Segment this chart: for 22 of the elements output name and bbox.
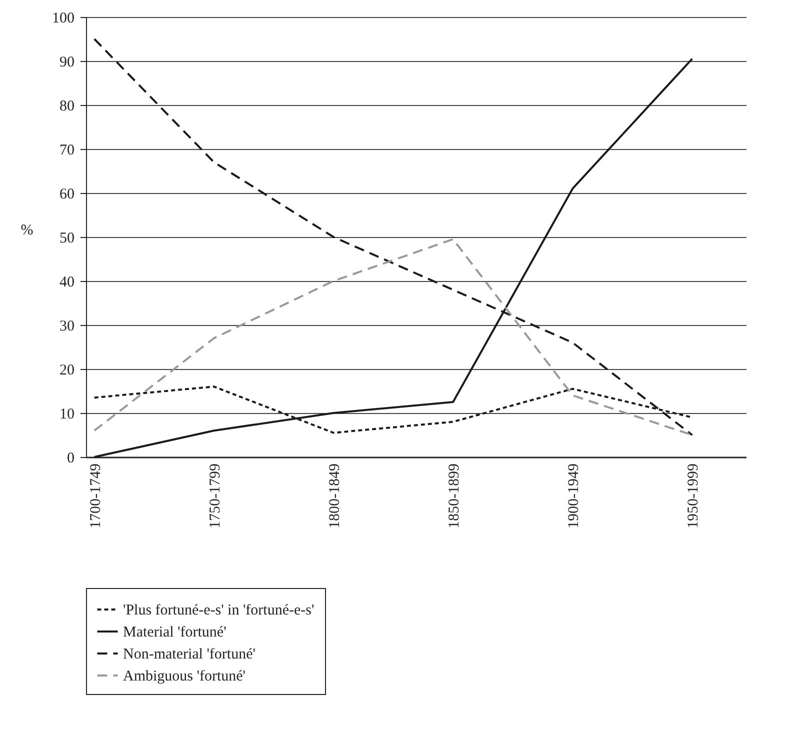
y-tick-label: 10 bbox=[60, 406, 74, 422]
x-tick-label: 1900-1949 bbox=[566, 464, 582, 528]
legend-label: 'Plus fortuné-e-s' in 'fortuné-e-s' bbox=[123, 602, 314, 618]
y-tick-label: 50 bbox=[60, 230, 74, 246]
x-tick-label: 1700-1749 bbox=[88, 464, 104, 528]
y-tick-label: 100 bbox=[52, 10, 74, 26]
y-tick-label: 0 bbox=[67, 450, 74, 466]
y-tick-label: 40 bbox=[60, 274, 74, 290]
y-tick-label: 20 bbox=[60, 362, 74, 378]
x-tick-label: 1800-1849 bbox=[327, 464, 343, 528]
y-axis-title: % bbox=[20, 222, 34, 238]
legend-label: Material 'fortuné' bbox=[123, 624, 227, 640]
legend-label: Ambiguous 'fortuné' bbox=[123, 668, 246, 684]
y-tick-label: 60 bbox=[60, 186, 74, 202]
x-tick-label: 1850-1899 bbox=[446, 464, 463, 528]
x-tick-label: 1950-1999 bbox=[686, 464, 702, 528]
y-tick-label: 70 bbox=[60, 142, 74, 158]
y-tick-label: 90 bbox=[60, 54, 74, 70]
y-tick-label: 80 bbox=[60, 98, 74, 114]
y-tick-label: 30 bbox=[60, 318, 74, 334]
x-tick-label: 1750-1799 bbox=[207, 464, 224, 528]
legend-label: Non-material 'fortuné' bbox=[123, 646, 256, 662]
